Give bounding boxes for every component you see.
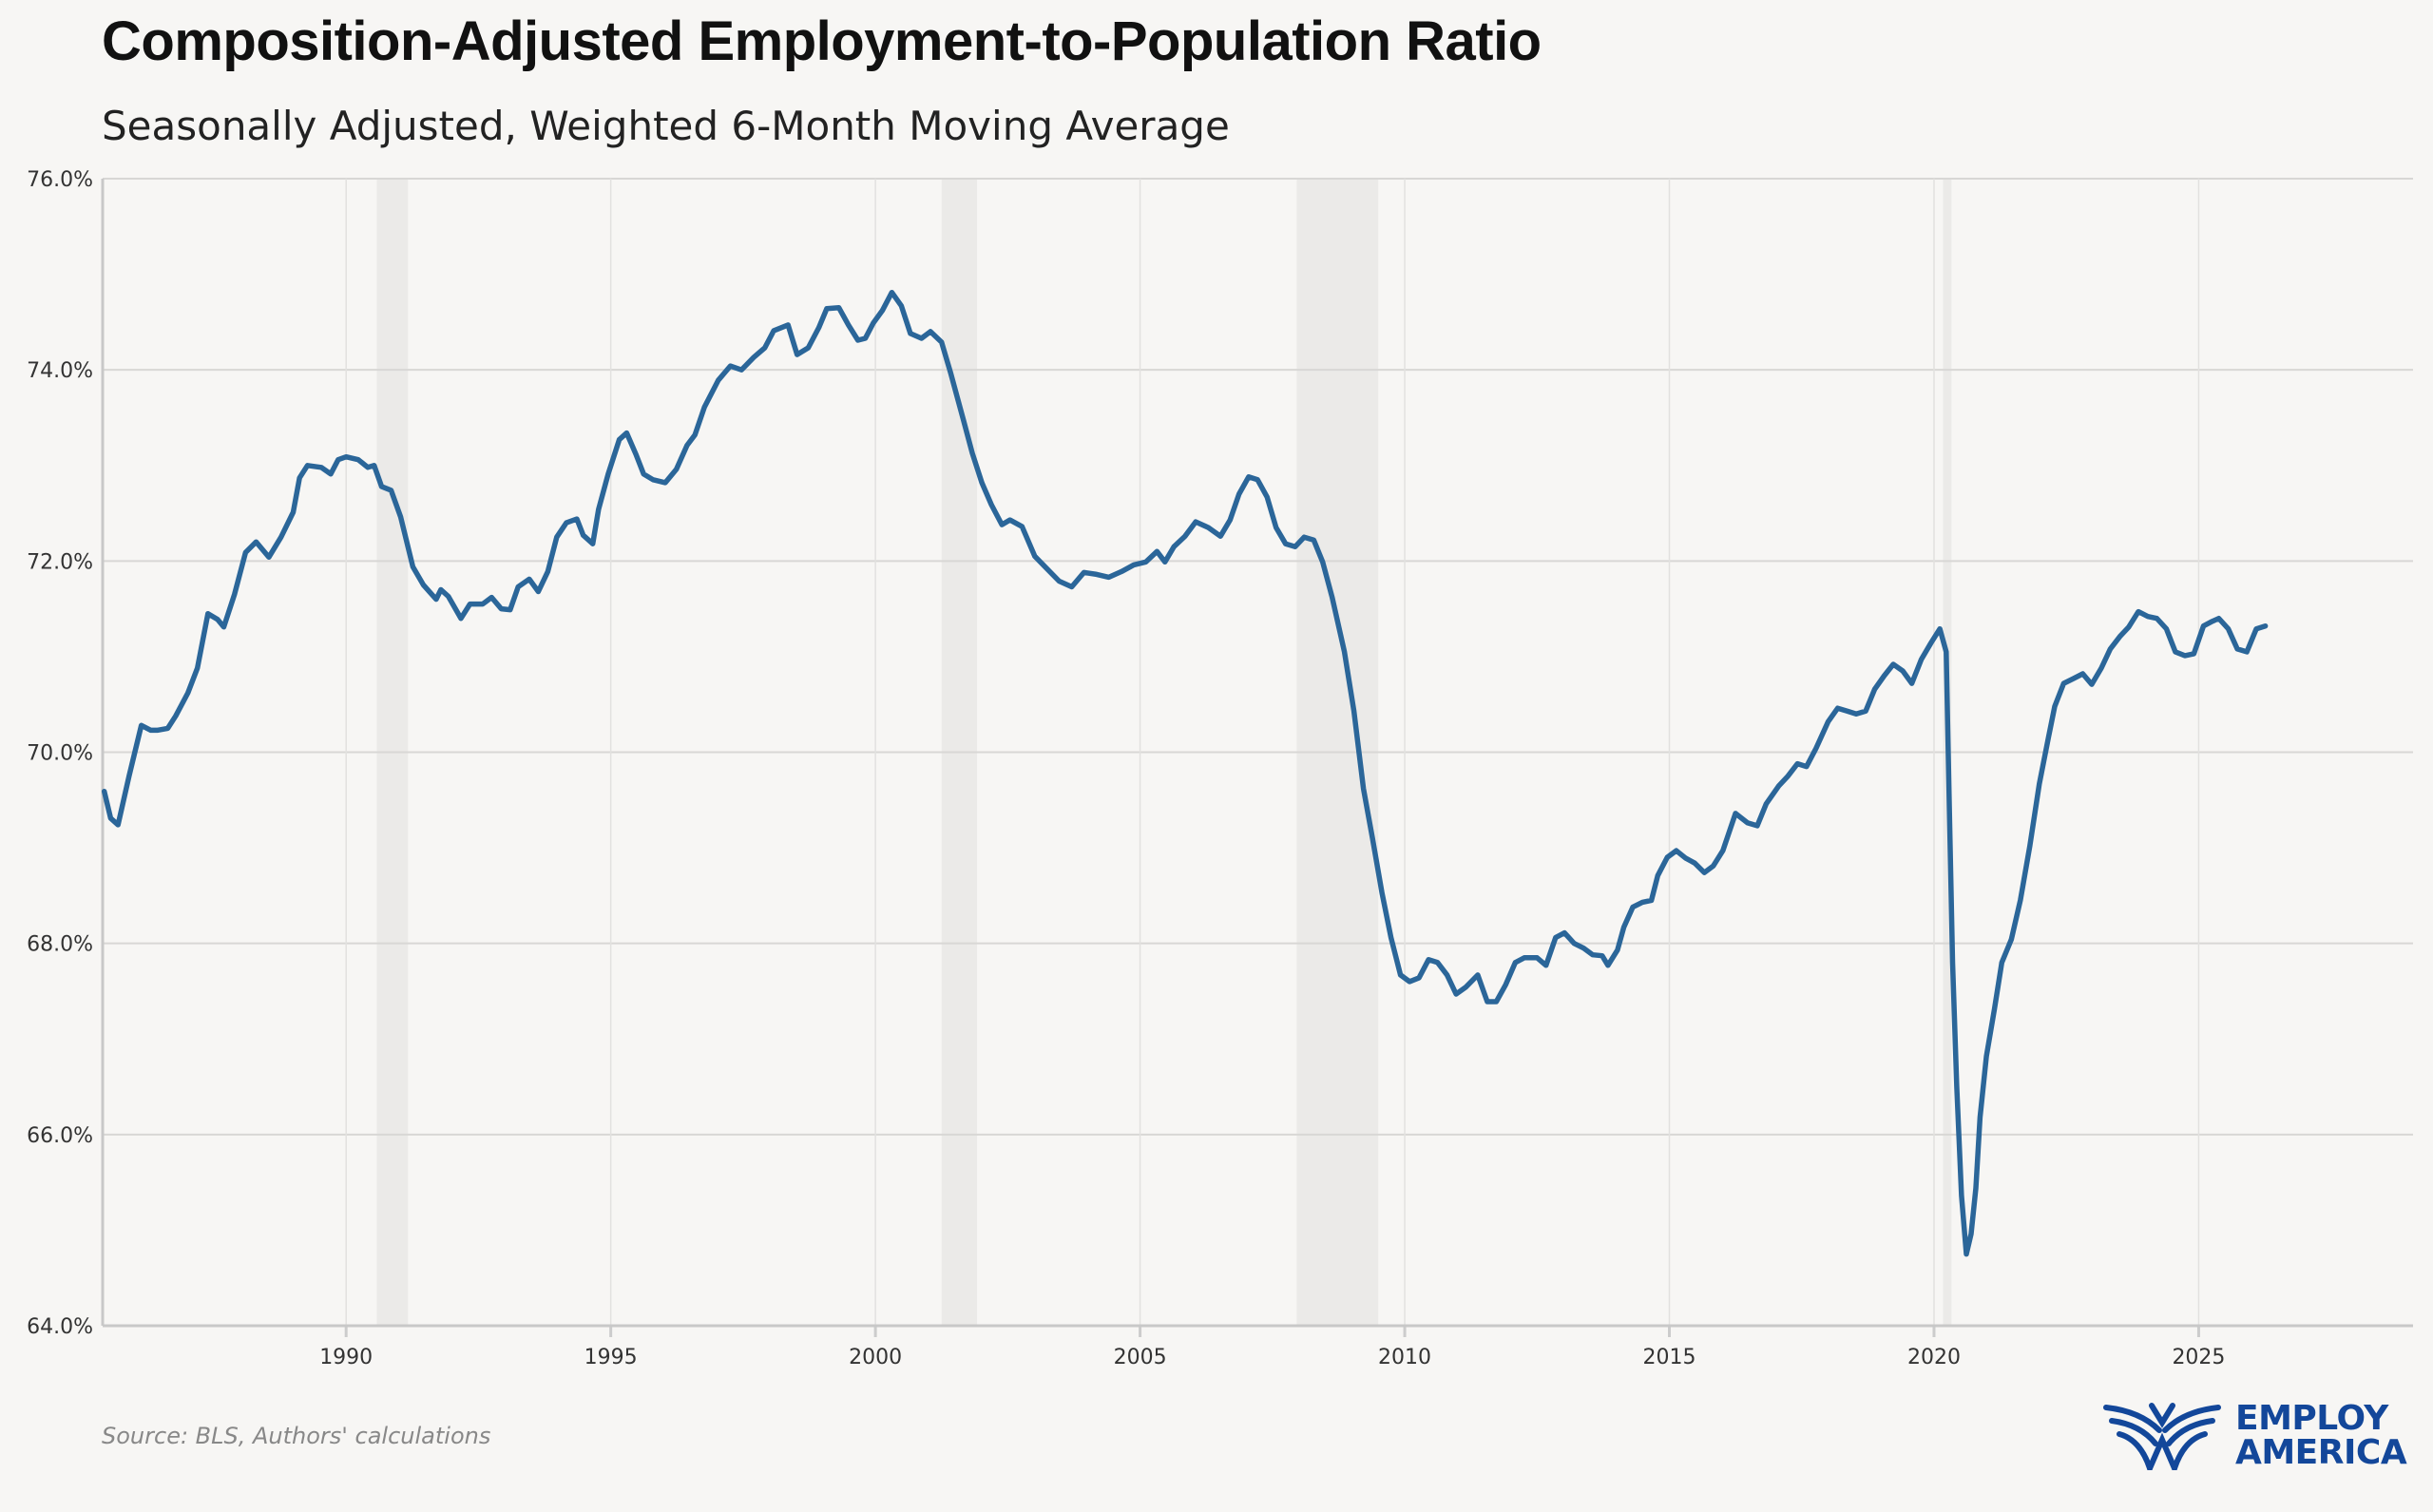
y-tick-label: 72.0% [27, 550, 93, 574]
series-line [101, 289, 2269, 1257]
x-tick-label: 2010 [1378, 1346, 1431, 1369]
x-tick-label: 2020 [1907, 1346, 1961, 1369]
source-note: Source: BLS, Authors' calculations [102, 1423, 491, 1449]
x-tick-label: 2015 [1643, 1346, 1696, 1369]
y-tick-label: 76.0% [27, 168, 93, 192]
gridlines [103, 178, 2413, 1326]
y-tick-label: 64.0% [27, 1315, 93, 1339]
logo-line-1: EMPLOY [2235, 1399, 2388, 1438]
y-tick-label: 70.0% [27, 742, 93, 766]
y-tick-label: 68.0% [27, 933, 93, 957]
tick-labels: 64.0% 66.0% 68.0% 70.0% 72.0% 74.0% 76.0% 1990 1… [27, 168, 2225, 1369]
y-tick-label: 74.0% [27, 359, 93, 383]
x-tick-label: 1995 [584, 1346, 638, 1369]
employ-america-logo: EMPLOY AMERICA [2102, 1399, 2407, 1472]
y-tick-label: 66.0% [27, 1124, 93, 1148]
axes [101, 179, 2413, 1337]
chart-title: Composition-Adjusted Employment-to-Popul… [102, 10, 1542, 72]
chart-subtitle: Seasonally Adjusted, Weighted 6-Month Mo… [102, 103, 1230, 149]
x-tick-label: 1990 [319, 1346, 373, 1369]
x-tick-label: 2000 [849, 1346, 902, 1369]
logo-line-2: AMERICA [2235, 1433, 2407, 1472]
logo-wordmark: EMPLOY AMERICA [2235, 1399, 2407, 1472]
x-tick-label: 2005 [1114, 1346, 1167, 1369]
eagle-logo-icon [2103, 1403, 2221, 1470]
x-tick-label: 2025 [2172, 1346, 2225, 1369]
